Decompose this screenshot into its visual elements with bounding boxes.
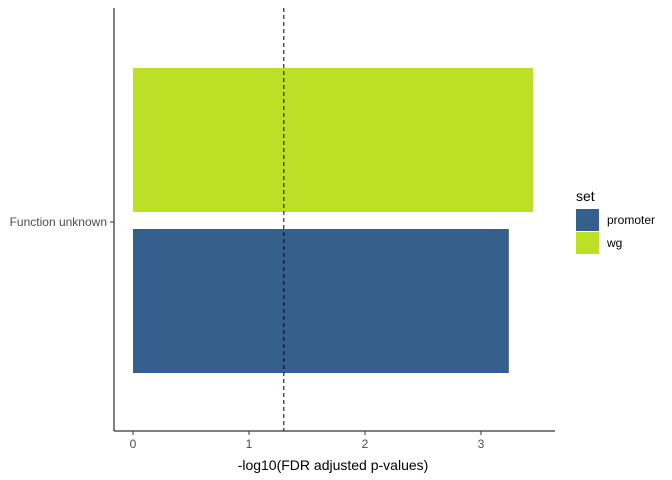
y-ticks-group: Function unknown [10, 215, 114, 229]
legend: set promoter wg [576, 188, 655, 254]
legend-label-promoter: promoter [607, 213, 655, 227]
legend-key-wg [576, 232, 599, 254]
y-tick-label: Function unknown [10, 215, 107, 229]
bar-wg [133, 68, 534, 212]
x-tick-label: 1 [246, 437, 253, 451]
legend-key-promoter [576, 209, 599, 231]
x-tick-label: 0 [130, 437, 137, 451]
bar-promoter [133, 229, 509, 373]
bars-group [133, 68, 534, 373]
x-tick-label: 3 [478, 437, 485, 451]
legend-title: set [576, 188, 595, 204]
x-tick-label: 2 [362, 437, 369, 451]
x-ticks-group: 0 1 2 3 [130, 431, 485, 451]
legend-label-wg: wg [606, 236, 622, 250]
x-axis-title: -log10(FDR adjusted p-values) [238, 457, 429, 473]
